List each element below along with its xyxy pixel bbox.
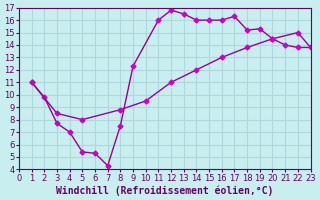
X-axis label: Windchill (Refroidissement éolien,°C): Windchill (Refroidissement éolien,°C)	[56, 185, 273, 196]
